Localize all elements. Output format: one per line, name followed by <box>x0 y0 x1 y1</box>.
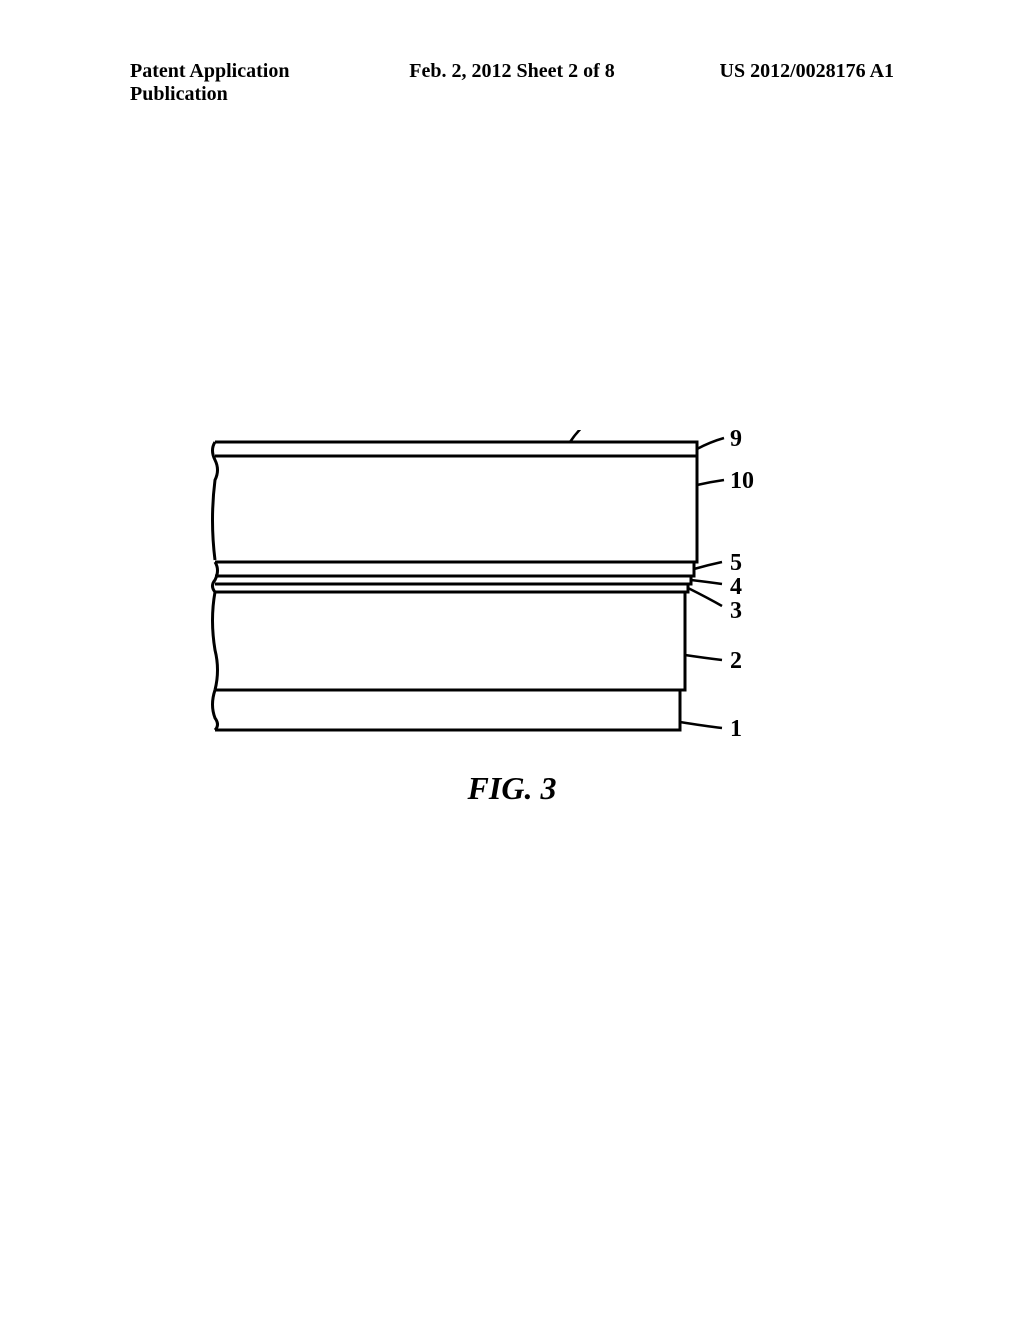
leader-10 <box>697 480 724 485</box>
label-2: 2 <box>730 648 742 674</box>
label-9: 9 <box>730 430 742 452</box>
break-line-mid <box>213 562 218 592</box>
label-3: 3 <box>730 598 742 624</box>
leader-3 <box>688 588 722 606</box>
layer-2 <box>215 592 685 690</box>
break-line-bottom <box>213 690 218 730</box>
break-line-2 <box>213 592 218 690</box>
leader-1 <box>680 722 722 728</box>
layer-9 <box>215 442 697 456</box>
layer-10 <box>215 456 697 562</box>
page-header: Patent Application Publication Feb. 2, 2… <box>0 60 1024 106</box>
label-8: 8 <box>594 430 606 434</box>
leader-8 <box>570 430 588 442</box>
break-line-top <box>213 442 218 560</box>
header-date-sheet: Feb. 2, 2012 Sheet 2 of 8 <box>385 60 640 106</box>
leader-2 <box>685 655 722 660</box>
leader-4 <box>691 580 722 584</box>
header-publication: Patent Application Publication <box>130 60 385 106</box>
figure-3-diagram: 8 9 10 5 4 3 2 1 <box>210 430 810 760</box>
label-1: 1 <box>730 716 742 742</box>
label-4: 4 <box>730 574 742 600</box>
leader-9 <box>697 438 724 449</box>
label-5: 5 <box>730 550 742 576</box>
layer-cross-section: 8 9 10 5 4 3 2 1 <box>210 430 810 760</box>
layer-5 <box>215 562 694 576</box>
header-patent-number: US 2012/0028176 A1 <box>639 60 894 106</box>
label-10: 10 <box>730 468 754 494</box>
figure-caption: FIG. 3 <box>0 770 1024 807</box>
layer-1 <box>215 690 680 730</box>
